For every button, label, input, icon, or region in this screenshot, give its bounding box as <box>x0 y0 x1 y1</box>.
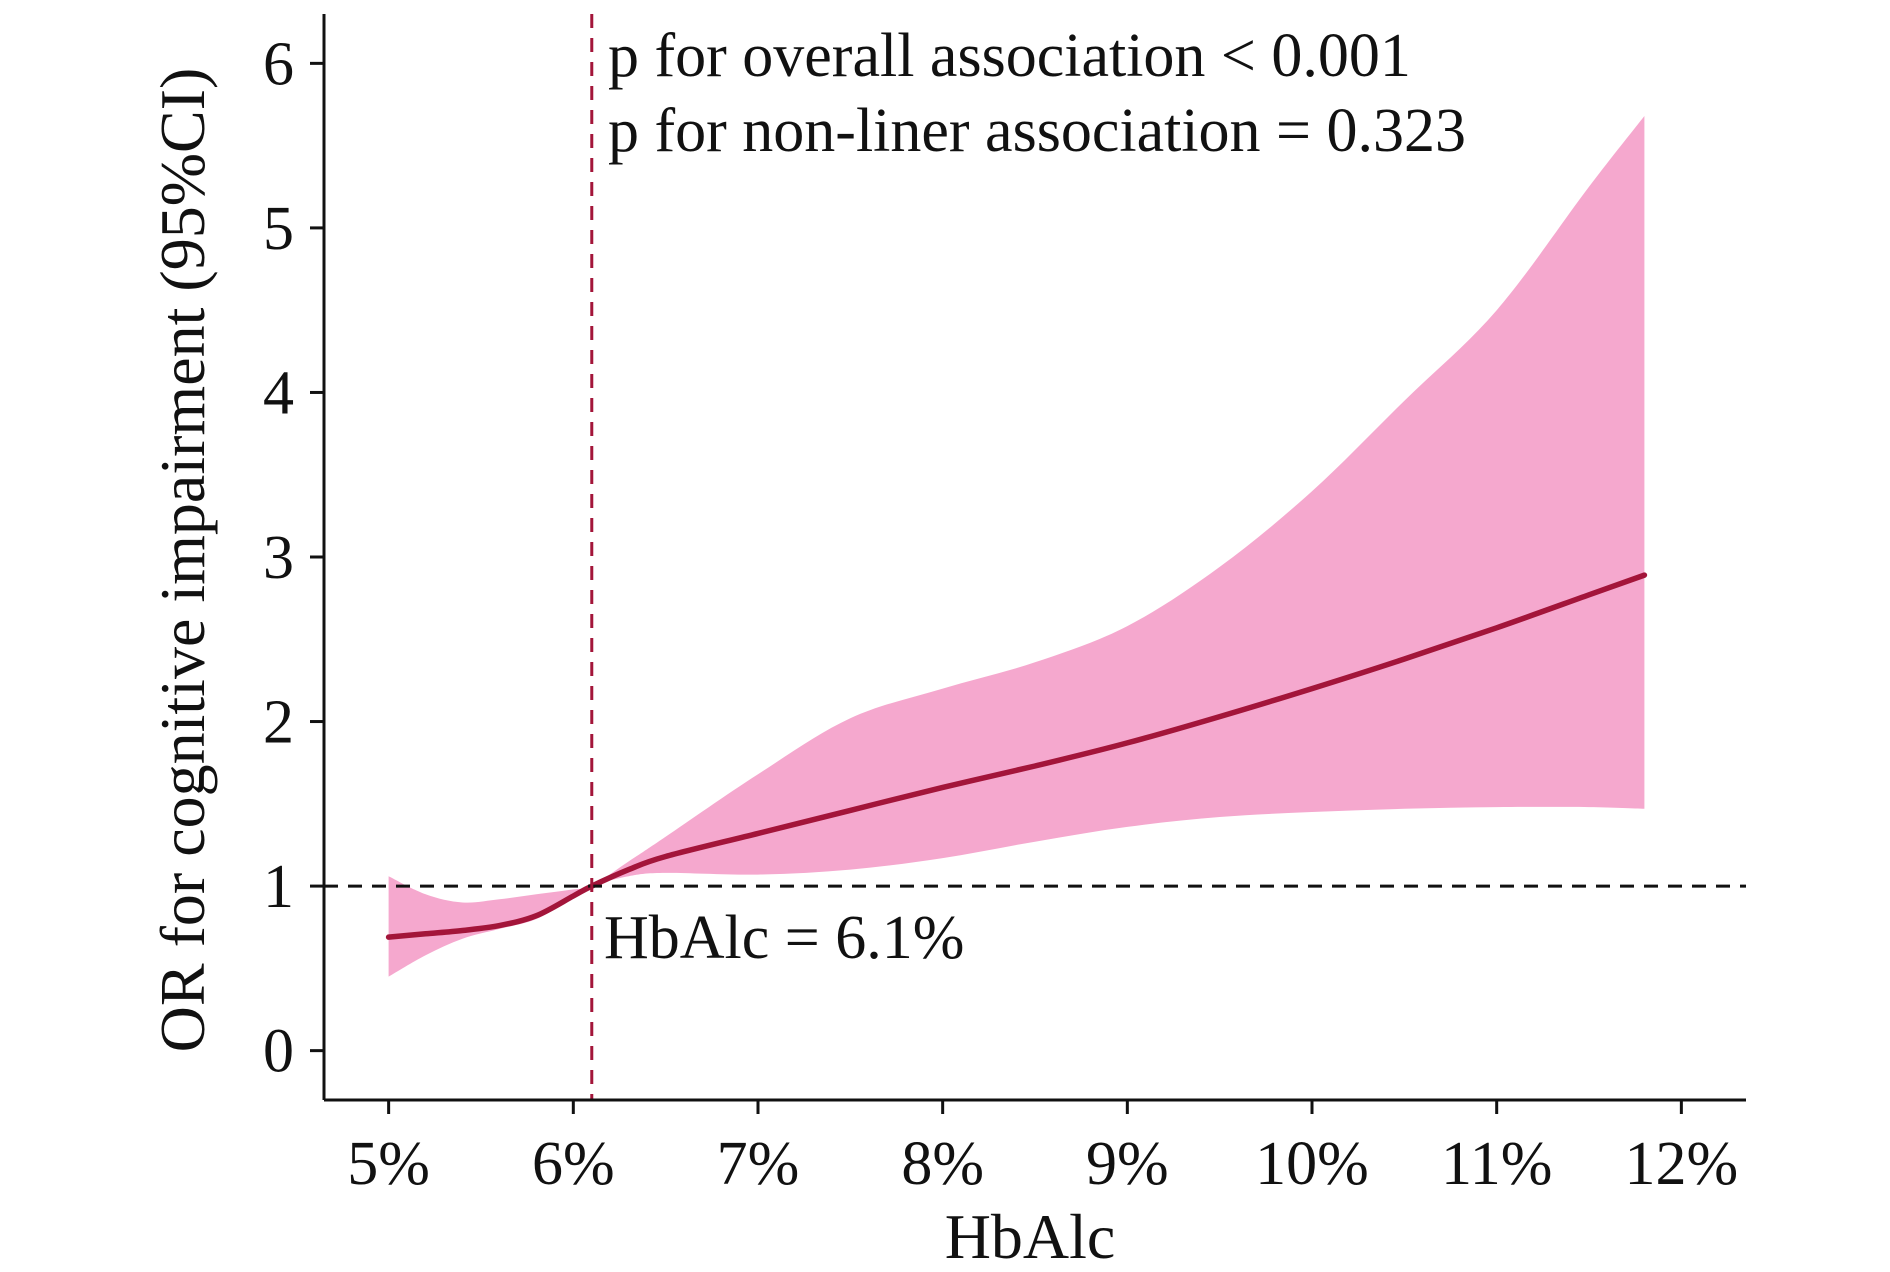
x-tick-label: 5% <box>347 1130 430 1198</box>
x-tick-label: 12% <box>1625 1130 1739 1198</box>
p-nonlinear-annotation: p for non-liner association = 0.323 <box>608 97 1466 165</box>
y-tick-label: 1 <box>263 853 294 921</box>
confidence-band <box>388 116 1645 977</box>
p-overall-annotation: p for overall association < 0.001 <box>608 22 1411 90</box>
plot-area <box>324 14 1746 1100</box>
x-tick-label: 7% <box>717 1130 800 1198</box>
y-tick-label: 4 <box>263 359 294 427</box>
x-tick-label: 11% <box>1441 1130 1552 1198</box>
x-tick-label: 6% <box>532 1130 615 1198</box>
y-tick-label: 3 <box>263 524 294 592</box>
x-axis-title: HbAlc <box>945 1201 1116 1272</box>
or-curve <box>385 572 1648 940</box>
x-tick-label: 9% <box>1086 1130 1169 1198</box>
y-tick-label: 0 <box>263 1018 294 1086</box>
y-axis-title: OR for cognitive impairment (95%CI) <box>147 68 218 1053</box>
threshold-annotation: HbAlc = 6.1% <box>604 904 964 972</box>
x-tick-label: 10% <box>1255 1130 1369 1198</box>
y-tick-label: 6 <box>263 30 294 98</box>
axes: 5% 6% 7% 8% 9% 10% 11% 12% 0 1 2 3 4 5 6 <box>263 14 1746 1198</box>
x-tick-label: 8% <box>901 1130 984 1198</box>
y-tick-label: 5 <box>263 195 294 263</box>
y-tick-label: 2 <box>263 689 294 757</box>
